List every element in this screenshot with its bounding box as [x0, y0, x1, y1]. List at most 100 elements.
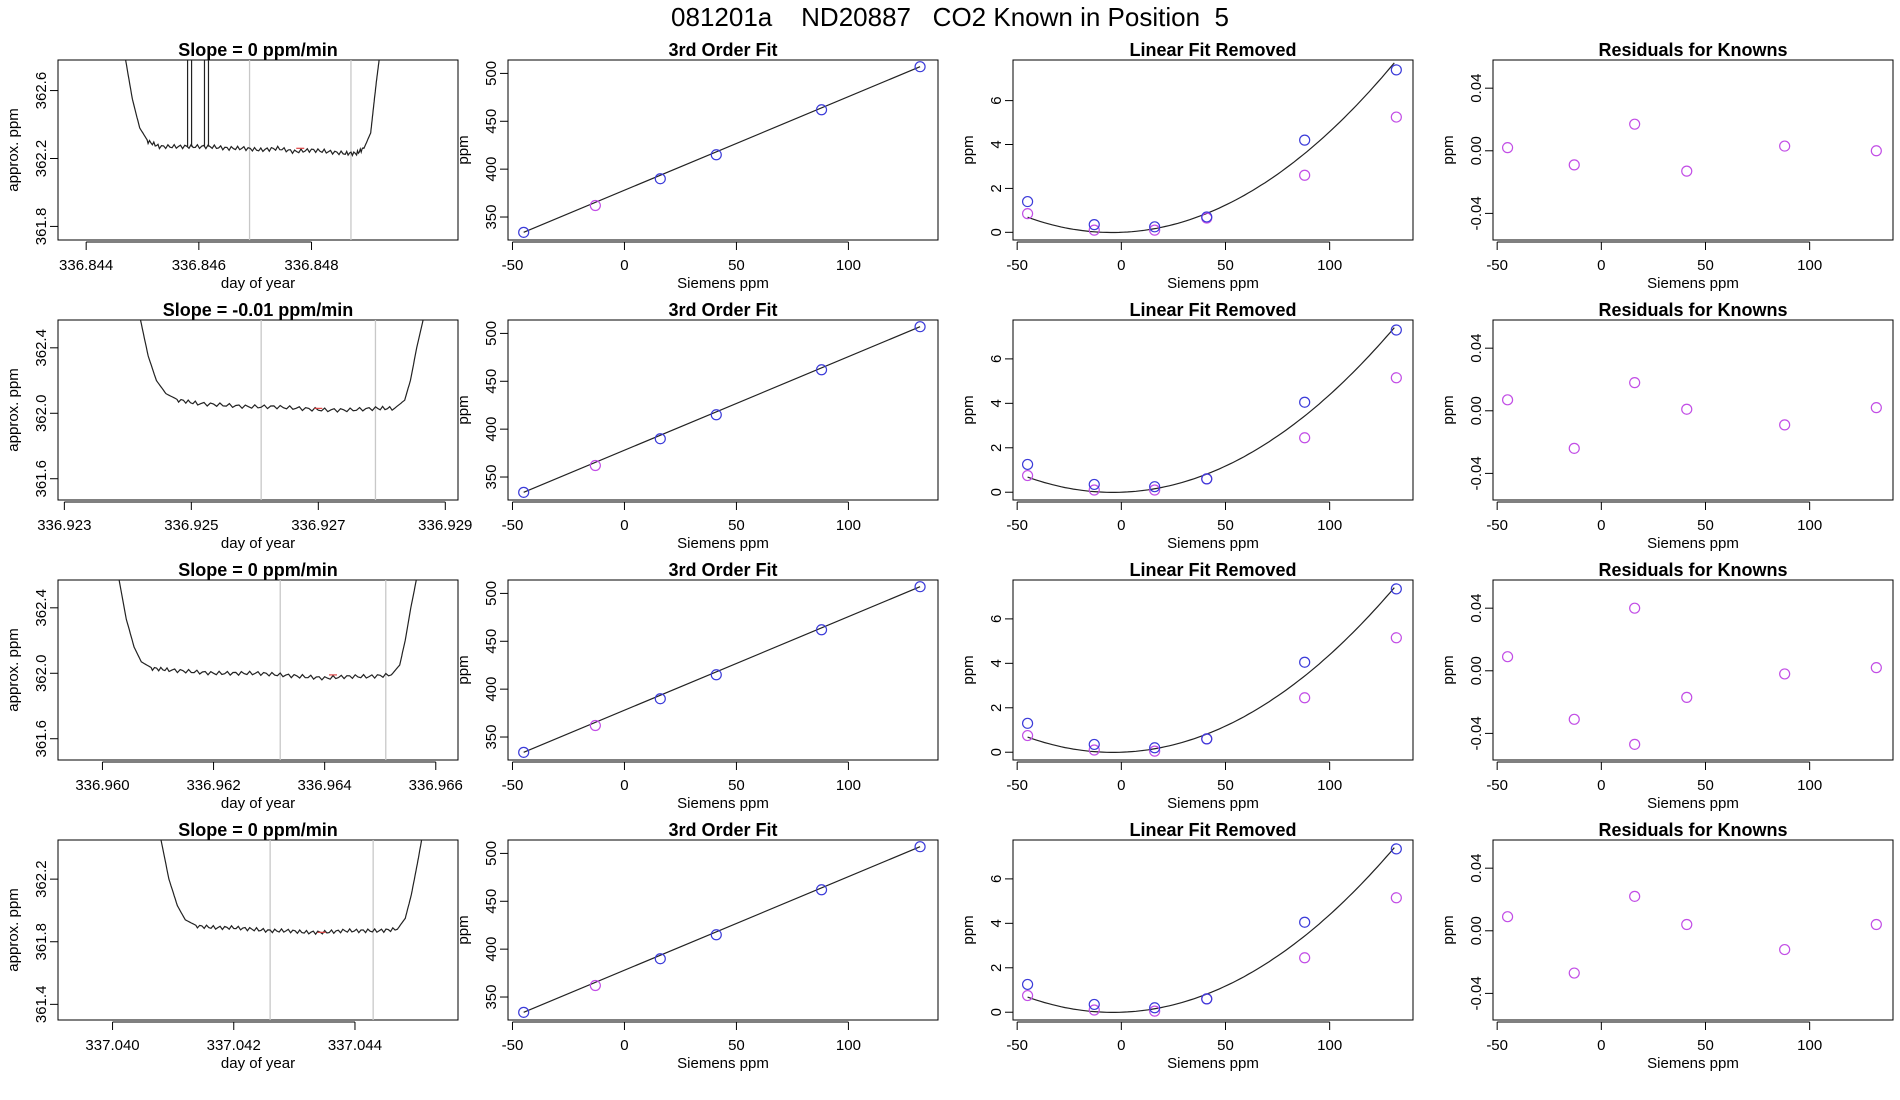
x-axis-label: Siemens ppm: [1167, 795, 1259, 812]
plot-frame: [57, 579, 459, 761]
y-axis-label: ppm: [1440, 655, 1457, 684]
x-tick-label: 337.044: [328, 1037, 382, 1054]
x-axis-label: Siemens ppm: [677, 795, 769, 812]
fit-point: [815, 884, 828, 896]
y-axis: 0 2 4 6: [988, 96, 1014, 236]
fit-point: [1149, 481, 1161, 493]
plot-area: [1501, 377, 1882, 454]
y-tick-label: 0: [988, 488, 1005, 496]
fit-line: [523, 586, 921, 753]
y-tick-label: 2: [988, 704, 1005, 712]
x-tick-label: -50: [1006, 1037, 1028, 1054]
fit-point: [1149, 221, 1161, 233]
y-axis: 350 400 450 500: [483, 581, 509, 750]
panel-title: Residuals for Knowns: [1598, 300, 1787, 320]
fit-point: [654, 693, 666, 705]
known-point: [1021, 729, 1034, 742]
y-tick-label: 361.8: [33, 923, 50, 961]
x-tick-label: 100: [1317, 517, 1342, 534]
x-tick-label: 100: [1317, 1037, 1342, 1054]
fit-point: [654, 433, 666, 445]
x-tick-label: 0: [1597, 777, 1605, 794]
panel-title: Slope = 0 ppm/min: [178, 820, 338, 840]
known-point: [1870, 662, 1882, 674]
y-tick-label: 0.00: [1468, 656, 1485, 685]
fit-line: [523, 326, 921, 493]
x-tick-label: -50: [1486, 777, 1508, 794]
y-tick-label: 500: [483, 581, 500, 606]
y-tick-label: -0.04: [1468, 456, 1485, 490]
x-tick-label: 50: [728, 777, 745, 794]
x-tick-label: 50: [1217, 1037, 1234, 1054]
y-tick-label: 362.2: [33, 140, 50, 178]
plot-area: [518, 841, 926, 1018]
x-tick-label: 336.848: [284, 257, 338, 274]
x-tick-label: 50: [1697, 777, 1714, 794]
y-tick-label: 350: [483, 465, 500, 490]
x-tick-label: 50: [1217, 257, 1234, 274]
x-tick-label: -50: [1006, 257, 1028, 274]
panel-title: 3rd Order Fit: [668, 300, 777, 320]
x-axis: -50 0 50 100: [1006, 1021, 1342, 1054]
y-tick-label: -0.04: [1468, 196, 1485, 230]
x-tick-label: -50: [1486, 1037, 1508, 1054]
panel-title: Linear Fit Removed: [1129, 820, 1296, 840]
fit-point: [1201, 211, 1213, 223]
x-axis-label: Siemens ppm: [677, 275, 769, 292]
fit-point: [654, 953, 666, 965]
fit-point: [815, 364, 828, 376]
x-axis-label: Siemens ppm: [1647, 1055, 1739, 1072]
y-tick-label: 450: [483, 369, 500, 394]
fit-point: [1201, 473, 1213, 485]
fit-point: [1299, 656, 1311, 668]
y-tick-label: 400: [483, 417, 500, 442]
fit-point: [710, 409, 722, 421]
plot-area: [125, 60, 380, 240]
known-point: [1779, 943, 1791, 956]
known-point: [1629, 890, 1641, 902]
y-axis-label: approx. ppm: [5, 888, 22, 971]
x-axis: -50 0 50 100: [1006, 501, 1342, 534]
y-tick-label: 4: [988, 140, 1005, 148]
panel-3-3: Linear Fit Removed -50 0 50 100 Siemens ppm 0 2…: [960, 560, 1414, 812]
y-axis-label: ppm: [1440, 135, 1457, 164]
plot-frame: [507, 319, 939, 501]
x-tick-label: 0: [620, 257, 628, 274]
panel-title: 3rd Order Fit: [668, 40, 777, 60]
x-tick-label: 0: [1117, 1037, 1125, 1054]
known-point: [1568, 442, 1580, 454]
x-tick-label: 100: [1797, 1037, 1822, 1054]
plot-area: [1501, 890, 1882, 979]
known-point: [1390, 632, 1402, 644]
x-axis: 337.040 337.042 337.044: [85, 1021, 382, 1054]
fit-point: [1021, 195, 1034, 208]
known-point: [589, 719, 601, 732]
x-tick-label: 50: [1697, 517, 1714, 534]
panel-title: Linear Fit Removed: [1129, 300, 1296, 320]
fit-point: [914, 841, 926, 853]
fit-point: [914, 61, 926, 73]
fit-curve: [1027, 847, 1395, 1013]
x-axis-label: Siemens ppm: [1167, 535, 1259, 552]
plot-frame: [1492, 579, 1894, 761]
y-tick-label: 400: [483, 157, 500, 182]
fit-point: [1088, 478, 1100, 491]
known-point: [1629, 738, 1641, 750]
panel-3-4: Residuals for Knowns -50 0 50 100 Siemens ppm…: [1440, 560, 1894, 812]
y-tick-label: 400: [483, 937, 500, 962]
x-tick-label: 337.042: [207, 1037, 261, 1054]
y-axis: 350 400 450 500: [483, 841, 509, 1010]
x-axis-label: Siemens ppm: [1167, 1055, 1259, 1072]
x-tick-label: -50: [502, 1037, 524, 1054]
x-tick-label: 0: [1597, 517, 1605, 534]
x-axis-label: Siemens ppm: [1647, 275, 1739, 292]
y-tick-label: 4: [988, 659, 1005, 667]
panel-4-2: 3rd Order Fit -50 0 50 100 Siemens ppm 350 400 4…: [455, 820, 939, 1072]
panel-title: Residuals for Knowns: [1598, 40, 1787, 60]
y-tick-label: 350: [483, 205, 500, 230]
x-tick-label: -50: [1006, 517, 1028, 534]
fit-point: [1390, 843, 1402, 855]
y-tick-label: 500: [483, 841, 500, 866]
x-axis: -50 0 50 100: [1486, 501, 1822, 534]
